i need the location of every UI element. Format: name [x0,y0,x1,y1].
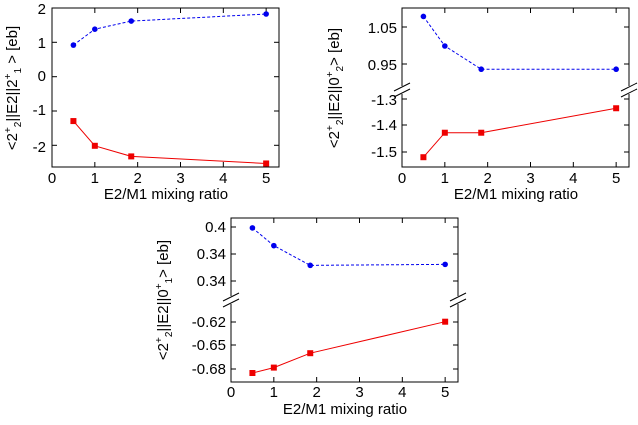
red-series-line [423,107,617,158]
axis-break-gap [396,86,408,94]
plot-frame [230,217,459,383]
blue-series-line [423,16,617,70]
red-series-line [73,120,267,164]
axis-break-mark [393,82,411,92]
blue-data-point [92,26,98,32]
blue-data-point [263,11,269,17]
y-tick-label: -0.65 [192,337,226,354]
y-tick-label: 0.95 [368,57,397,74]
x-tick-label: 1 [441,170,449,187]
tick-marks [51,7,279,167]
axis-break-mark [620,88,638,98]
x-tick-label: 2 [134,170,142,187]
y-tick-label: -0.68 [192,361,226,378]
x-axis-label: E2/M1 mixing ratio [104,186,228,203]
y-tick-label: 0.34 [197,246,226,263]
panel-3: 0.4 0.34 0.34 -0.62 -0.65 -0.68 0 1 2 3 … [154,217,467,418]
red-data-point [270,364,277,371]
y-tick-label: -0.62 [192,314,226,331]
y-axis-label: <2+2||E2||0+1> [eb] [154,240,175,360]
x-axis-label: E2/M1 mixing ratio [454,186,578,203]
y-tick-label: 0.4 [205,219,226,236]
x-tick-label: 2 [484,170,492,187]
red-data-point [249,370,256,376]
red-data-point [420,154,427,161]
series-group [420,13,620,161]
y-tick-label: 0 [38,68,46,85]
axis-break-mark [449,292,467,302]
x-tick-label: 5 [262,170,270,187]
red-data-point [91,142,98,149]
axis-break-gap [225,296,237,304]
axis-break-gap [623,86,635,94]
y-tick-label: 1 [38,35,46,52]
panel-1: 2 1 0 -1 -2 0 1 2 3 4 5 E2/M1 mixing rat… [3,1,280,203]
red-series-line [252,321,446,374]
red-data-point [263,160,270,167]
blue-series-line [73,13,267,46]
blue-data-point [613,66,619,73]
axis-break-mark [449,298,467,308]
axis-break-gap [452,296,464,304]
x-tick-label: 3 [526,170,534,187]
red-data-point [613,105,620,112]
axis-break-mark [393,88,411,98]
red-data-point [307,350,314,357]
axis-break-mark [222,292,240,302]
axis-break-mark [222,298,240,308]
y-tick-label: -1.4 [371,117,397,134]
x-tick-label: 5 [441,384,449,401]
blue-series-line [252,227,446,266]
x-tick-label: 3 [355,384,363,401]
y-tick-label: -1 [33,102,46,119]
axis-break-mark [620,82,638,92]
x-tick-label: 4 [398,384,406,401]
x-axis-label: E2/M1 mixing ratio [283,401,407,418]
x-tick-label: 4 [219,170,227,187]
series-group [70,11,270,167]
blue-data-point [128,18,135,24]
blue-data-point [442,261,448,268]
y-tick-label: -1.5 [371,144,397,161]
x-tick-label: 2 [313,384,321,401]
y-tick-label: 0.34 [197,273,226,290]
y-axis-label: <2+2||E2||0+2> [eb] [325,28,346,148]
plot-frame [51,7,280,168]
x-tick-label: 4 [569,170,577,187]
tick-marks [222,218,467,382]
x-tick-label: 0 [398,170,406,187]
x-tick-label: 1 [270,384,278,401]
blue-data-point [478,66,485,73]
y-tick-label: -2 [33,139,46,156]
x-tick-label: 5 [612,170,620,187]
x-tick-label: 3 [176,170,184,187]
tick-marks [393,8,638,167]
x-tick-label: 0 [227,384,235,401]
y-tick-label: 1.05 [368,20,397,37]
y-axis-label: <2+2||E2||2+1 > [eb] [3,26,24,150]
blue-data-point [271,242,277,249]
series-group [249,225,449,376]
blue-data-point [442,43,448,49]
red-data-point [442,318,449,325]
blue-data-point [420,13,427,20]
red-data-point [70,118,77,125]
panel-2: 1.05 0.95 -1.3 -1.4 -1.5 0 1 2 3 4 5 E2/… [325,7,638,203]
red-data-point [128,153,135,160]
blue-data-point [307,262,314,269]
x-tick-label: 1 [91,170,99,187]
blue-data-point [70,42,77,48]
red-data-point [441,129,448,136]
y-tick-label: 2 [38,1,46,18]
y-tick-label: -1.3 [371,92,397,109]
red-data-point [478,129,485,136]
x-tick-label: 0 [48,170,56,187]
blue-data-point [249,225,256,231]
